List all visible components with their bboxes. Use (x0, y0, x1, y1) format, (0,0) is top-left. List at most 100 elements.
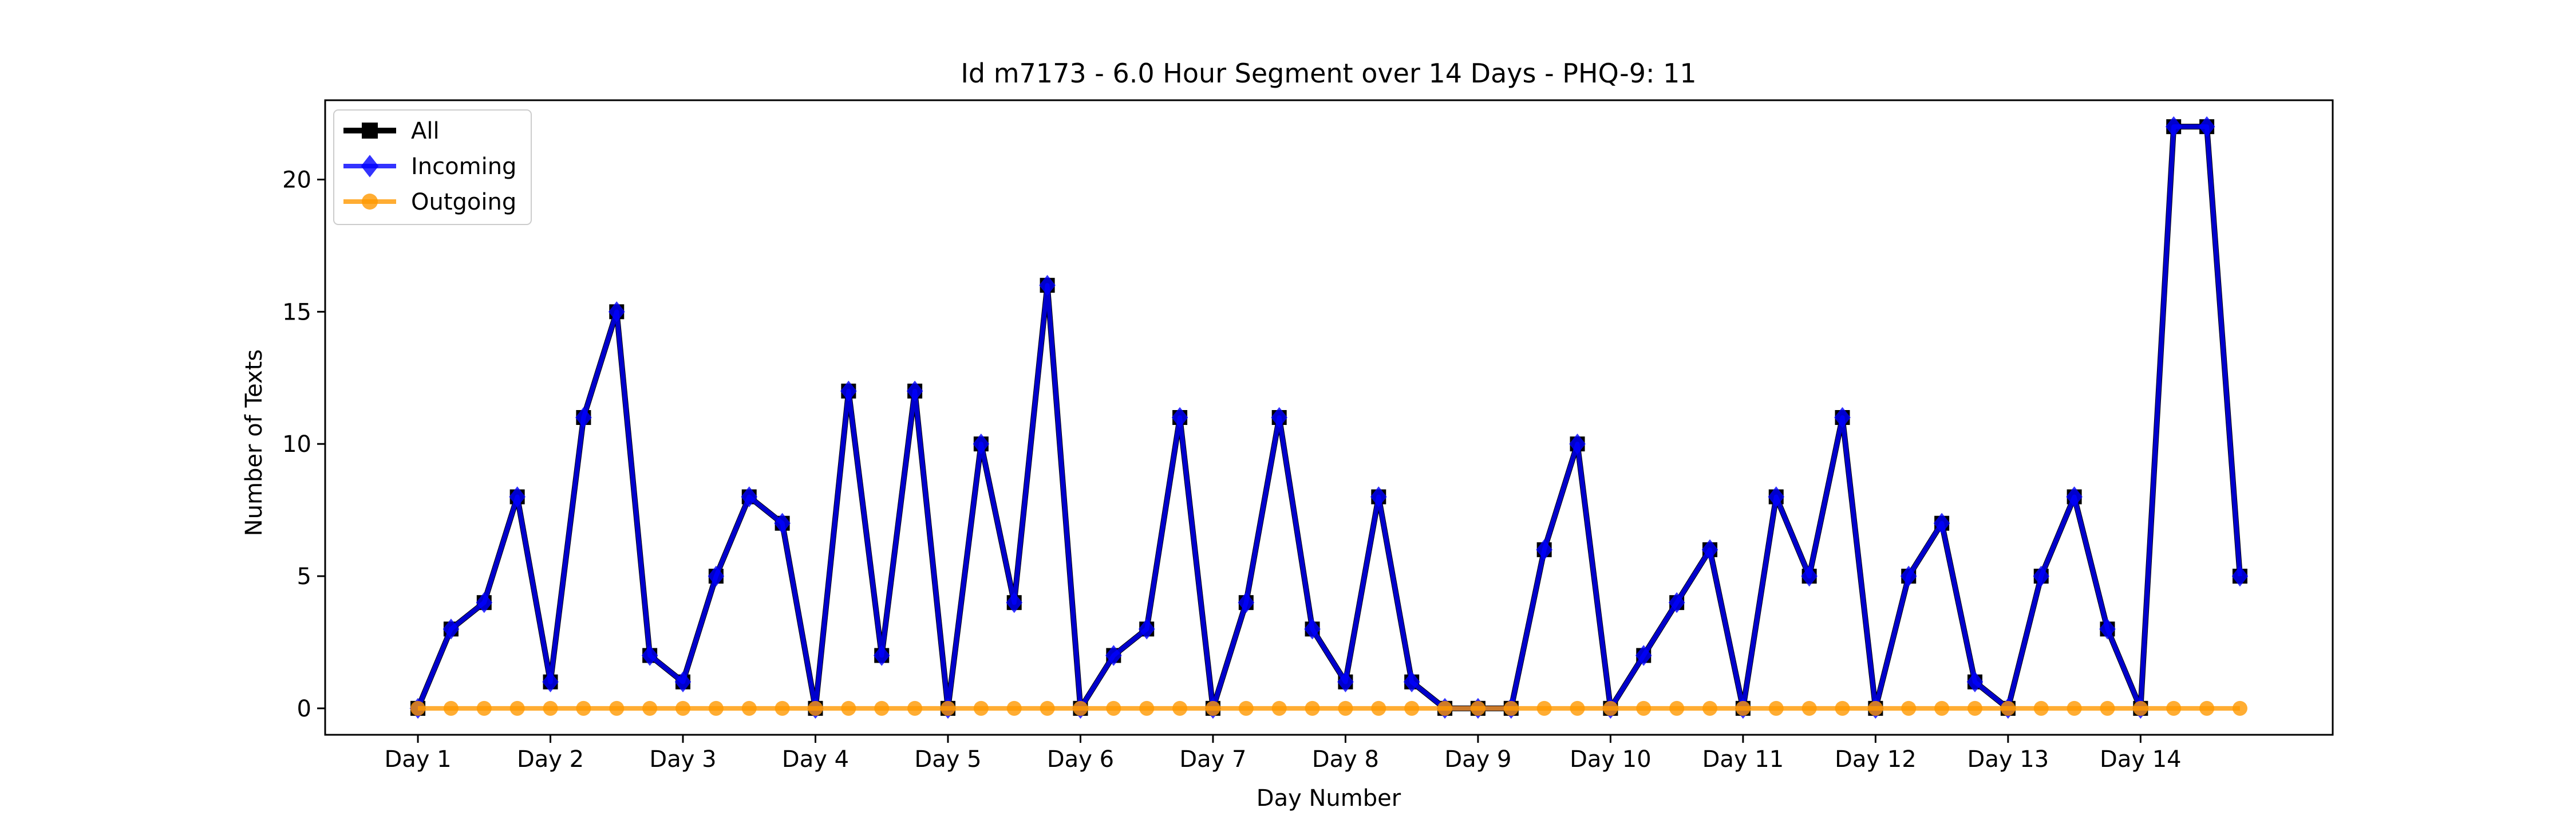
x-tick-label-2: Day 3 (649, 746, 716, 773)
x-axis-label: Day Number (1257, 785, 1401, 812)
outgoing-point (1338, 700, 1353, 716)
legend-all-label: All (411, 118, 440, 144)
all-line (415, 124, 2243, 711)
outgoing-point (2133, 700, 2148, 716)
series-outgoing (410, 700, 2247, 716)
outgoing-point (1172, 700, 1188, 716)
legend: All Incoming Outgoing (333, 109, 532, 225)
outgoing-point (576, 700, 591, 716)
y-tick-label-0: 0 (297, 696, 311, 722)
outgoing-point (1404, 700, 1420, 716)
x-tick-label-11: Day 12 (1835, 746, 1917, 773)
incoming-point (575, 407, 592, 428)
incoming-point (1006, 592, 1023, 613)
x-tick-label-8: Day 9 (1444, 746, 1511, 773)
incoming-point (2165, 116, 2182, 137)
outgoing-point (443, 700, 459, 716)
incoming-point (1834, 407, 1851, 428)
y-tick-label-1: 5 (297, 564, 311, 590)
outgoing-point (874, 700, 890, 716)
outgoing-point (2000, 700, 2016, 716)
incoming-point (973, 433, 990, 455)
outgoing-point (1735, 700, 1751, 716)
incoming-point (1801, 565, 1818, 587)
y-tick-label-3: 15 (282, 299, 311, 325)
incoming-point (608, 301, 625, 322)
x-tick-label-13: Day 14 (2100, 746, 2182, 773)
outgoing-point (1437, 700, 1453, 716)
outgoing-point (1967, 700, 1982, 716)
legend-outgoing-marker (362, 194, 378, 210)
incoming-point (2198, 116, 2215, 137)
outgoing-point (1702, 700, 1718, 716)
x-tick-label-10: Day 11 (1702, 746, 1784, 773)
outgoing-point (1305, 700, 1320, 716)
outgoing-point (2232, 700, 2247, 716)
incoming-point (1337, 671, 1354, 692)
x-tick-label-7: Day 8 (1312, 746, 1379, 773)
incoming-point (1238, 592, 1255, 613)
incoming-point (1138, 619, 1155, 640)
outgoing-point (741, 700, 757, 716)
outgoing-point (841, 700, 856, 716)
outgoing-point (1835, 700, 1850, 716)
outgoing-point (1636, 700, 1652, 716)
x-tick-label-4: Day 5 (914, 746, 981, 773)
legend-all-marker (362, 123, 378, 139)
outgoing-point (1503, 700, 1519, 716)
x-tick-label-6: Day 7 (1179, 746, 1246, 773)
incoming-point (1701, 539, 1718, 561)
incoming-point (509, 486, 526, 507)
outgoing-point (1901, 700, 1917, 716)
incoming-point (2033, 565, 2050, 587)
legend-incoming-marker (361, 155, 379, 178)
incoming-point (1403, 671, 1420, 692)
plot-frame (324, 99, 2334, 736)
series-incoming (409, 116, 2249, 719)
outgoing-point (609, 700, 625, 716)
outgoing-point (543, 700, 558, 716)
legend-outgoing-label: Outgoing (411, 189, 516, 215)
outgoing-point (907, 700, 923, 716)
outgoing-point (1934, 700, 1950, 716)
outgoing-point (1536, 700, 1552, 716)
y-tick-label-2: 10 (282, 431, 311, 458)
incoming-point (873, 645, 890, 666)
incoming-point (1039, 274, 1056, 296)
outgoing-point (1271, 700, 1287, 716)
outgoing-point (708, 700, 724, 716)
outgoing-point (476, 700, 492, 716)
outgoing-point (1603, 700, 1618, 716)
incoming-point (741, 486, 758, 507)
incoming-point (2099, 619, 2116, 640)
incoming-point (542, 671, 559, 692)
outgoing-point (1106, 700, 1121, 716)
x-tick-label-1: Day 2 (517, 746, 584, 773)
incoming-point (1370, 486, 1387, 507)
incoming-point (1271, 407, 1287, 428)
outgoing-point (1570, 700, 1585, 716)
incoming-point (2231, 565, 2249, 587)
x-tick-label-9: Day 10 (1570, 746, 1652, 773)
outgoing-point (1238, 700, 1254, 716)
incoming-point (2066, 486, 2083, 507)
incoming-point (1900, 565, 1917, 587)
outgoing-point (1470, 700, 1485, 716)
incoming-point (1105, 645, 1122, 666)
outgoing-point (1669, 700, 1685, 716)
outgoing-point (775, 700, 790, 716)
incoming-point (1933, 513, 1950, 534)
incoming-point (1768, 486, 1785, 507)
x-tick-label-3: Day 4 (782, 746, 849, 773)
incoming-point (774, 513, 791, 534)
outgoing-point (973, 700, 989, 716)
x-tick-label-0: Day 1 (384, 746, 451, 773)
outgoing-point (1371, 700, 1386, 716)
outgoing-point (1139, 700, 1155, 716)
incoming-point (1171, 407, 1188, 428)
outgoing-point (2033, 700, 2049, 716)
outgoing-point (642, 700, 658, 716)
outgoing-point (940, 700, 955, 716)
outgoing-point (509, 700, 525, 716)
x-tick-label-5: Day 6 (1047, 746, 1114, 773)
